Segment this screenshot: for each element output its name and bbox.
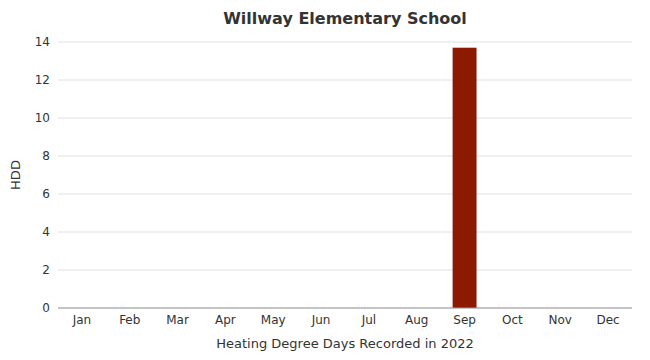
x-tick-label: Mar [166,313,189,327]
grid-line [58,80,632,81]
x-tick-label: May [261,313,286,327]
x-tick-label: Apr [215,313,236,327]
grid-line [58,42,632,43]
grid-line [58,232,632,233]
x-tick-label: Aug [405,313,428,327]
x-tick-label: Nov [549,313,572,327]
grid-line [58,156,632,157]
chart-container: 0 2 4 6 8 10 12 14 Jan Feb Mar Apr May Jun Jul Aug Sep Oc… [0,0,650,360]
y-tick-label: 0 [42,301,50,315]
y-grid [58,42,632,308]
x-axis-label: Heating Degree Days Recorded in 2022 [216,336,473,351]
x-tick-label: Feb [119,313,140,327]
x-tick-label: Jul [361,313,376,327]
title: Willway Elementary School [223,9,467,28]
x-tick-label: Sep [453,313,476,327]
bars [453,48,477,308]
x-axis-line [58,308,632,309]
grid-line [58,308,632,309]
y-axis-label: HDD [8,160,23,190]
y-tick-label: 10 [35,111,50,125]
y-tick-label: 2 [42,263,50,277]
chart: 0 2 4 6 8 10 12 14 Jan Feb Mar Apr May Jun Jul Aug Sep Oc… [0,0,650,360]
y-tick-label: 14 [35,35,50,49]
bar [453,48,477,308]
y-tick-labels: 0 2 4 6 8 10 12 14 [35,35,50,315]
x-tick-labels: Jan Feb Mar Apr May Jun Jul Aug Sep Oct Nov Dec [72,313,620,327]
y-tick-label: 8 [42,149,50,163]
grid-line [58,194,632,195]
y-tick-label: 4 [42,225,50,239]
x-tick-label: Oct [502,313,523,327]
grid-line [58,270,632,271]
y-tick-label: 12 [35,73,50,87]
x-tick-label: Jun [311,313,331,327]
x-tick-label: Jan [72,313,92,327]
y-tick-label: 6 [42,187,50,201]
grid-line [58,118,632,119]
x-tick-label: Dec [596,313,619,327]
